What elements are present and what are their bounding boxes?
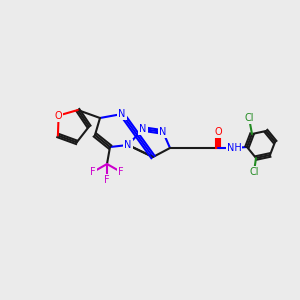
Text: F: F <box>90 167 96 177</box>
Text: F: F <box>118 167 124 177</box>
Text: NH: NH <box>226 143 242 153</box>
Text: N: N <box>159 127 167 137</box>
Text: N: N <box>139 124 147 134</box>
Text: Cl: Cl <box>249 167 259 177</box>
Text: Cl: Cl <box>244 113 254 123</box>
Text: O: O <box>214 127 222 137</box>
Text: F: F <box>104 175 110 185</box>
Text: N: N <box>124 140 132 150</box>
Text: O: O <box>55 110 62 121</box>
Text: N: N <box>118 109 126 119</box>
